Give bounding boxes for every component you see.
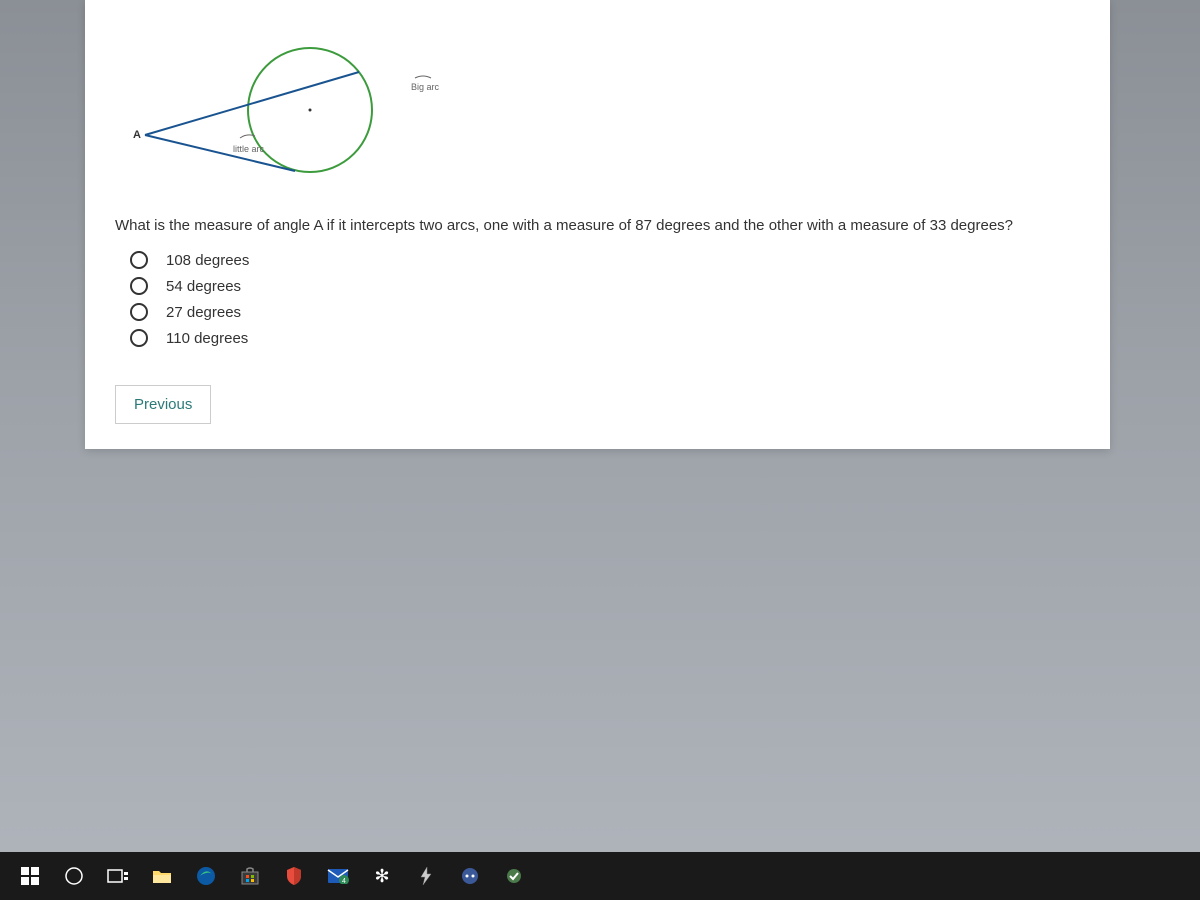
svg-text:4: 4 <box>342 878 346 884</box>
option-row[interactable]: 108 degrees <box>130 251 1080 269</box>
cortana-button[interactable] <box>56 858 92 894</box>
question-card: A little arc Big arc What is the measure… <box>85 0 1110 449</box>
radio-button[interactable] <box>130 329 148 347</box>
option-row[interactable]: 27 degrees <box>130 303 1080 321</box>
app-button-5[interactable] <box>496 858 532 894</box>
diagram-svg: A little arc Big arc <box>125 30 465 195</box>
shield-icon <box>285 866 303 886</box>
app-button-4[interactable] <box>452 858 488 894</box>
option-row[interactable]: 110 degrees <box>130 329 1080 347</box>
edge-icon <box>196 866 216 886</box>
app-button-3[interactable] <box>408 858 444 894</box>
chat-icon <box>460 866 480 886</box>
little-arc-label: little arc <box>233 144 265 154</box>
taskview-icon <box>107 867 129 885</box>
question-text: What is the measure of angle A if it int… <box>115 215 1080 236</box>
secant-line-2 <box>145 135 295 171</box>
radio-button[interactable] <box>130 277 148 295</box>
circle-icon <box>64 866 84 886</box>
app-button-1[interactable] <box>276 858 312 894</box>
geometry-diagram: A little arc Big arc <box>125 30 1080 195</box>
store-button[interactable] <box>232 858 268 894</box>
option-label: 108 degrees <box>166 252 249 269</box>
mail-button[interactable]: 4 <box>320 858 356 894</box>
option-label: 110 degrees <box>166 330 248 347</box>
windows-icon <box>21 867 39 885</box>
store-icon <box>240 866 260 886</box>
option-label: 54 degrees <box>166 278 241 295</box>
edge-button[interactable] <box>188 858 224 894</box>
option-row[interactable]: 54 degrees <box>130 277 1080 295</box>
mail-icon: 4 <box>327 868 349 884</box>
start-button[interactable] <box>12 858 48 894</box>
task-view-button[interactable] <box>100 858 136 894</box>
folder-icon <box>152 868 172 884</box>
radio-button[interactable] <box>130 303 148 321</box>
radio-button[interactable] <box>130 251 148 269</box>
snow-icon: ✻ <box>372 866 392 886</box>
big-arc-label: Big arc <box>411 82 440 92</box>
file-explorer-button[interactable] <box>144 858 180 894</box>
secant-line-1 <box>145 72 359 135</box>
windows-taskbar: 4 ✻ <box>0 852 1200 900</box>
center-point <box>309 109 312 112</box>
misc-icon <box>504 866 524 886</box>
point-a-label: A <box>133 129 141 141</box>
previous-button[interactable]: Previous <box>115 385 211 424</box>
option-label: 27 degrees <box>166 304 241 321</box>
svg-text:✻: ✻ <box>374 866 389 886</box>
small-arc-indicator <box>240 135 255 138</box>
app-button-2[interactable]: ✻ <box>364 858 400 894</box>
bolt-icon <box>418 866 434 886</box>
big-arc-indicator <box>415 76 431 78</box>
